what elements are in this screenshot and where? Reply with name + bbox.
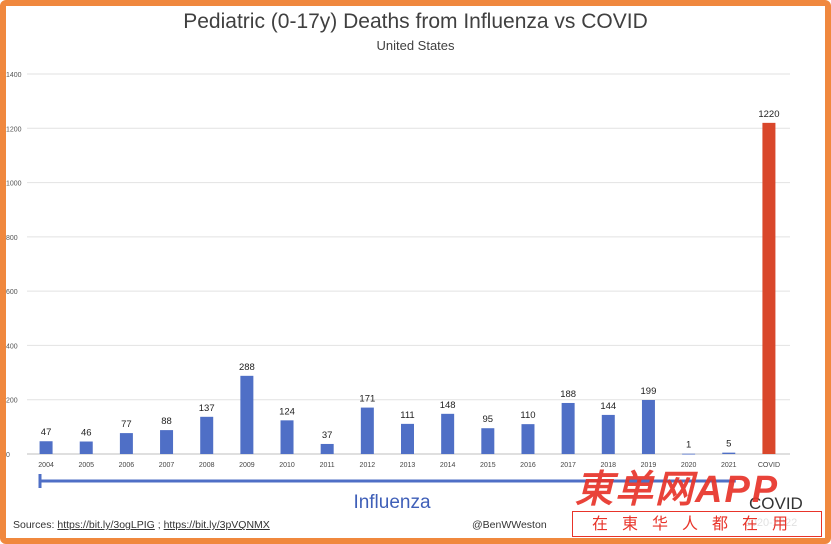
data-label: 144 — [600, 401, 616, 412]
x-tick-label: COVID — [758, 462, 780, 469]
bar — [762, 122, 776, 454]
data-label: 188 — [560, 389, 576, 400]
bar — [441, 413, 455, 454]
data-label: 171 — [359, 394, 375, 405]
data-label: 111 — [400, 410, 414, 421]
bar — [521, 424, 535, 454]
x-tick-label: 2014 — [440, 462, 456, 469]
x-tick-label: 2017 — [560, 462, 576, 469]
sources-separator: ; — [157, 519, 161, 531]
x-tick-label: 2007 — [159, 462, 175, 469]
chart-title: Pediatric (0-17y) Deaths from Influenza … — [183, 10, 648, 33]
bar — [360, 407, 374, 454]
data-label: 77 — [121, 419, 132, 430]
data-label: 95 — [483, 414, 494, 425]
y-tick-label: 0 — [6, 452, 10, 459]
x-tick-label: 2020 — [681, 462, 697, 469]
bar — [401, 423, 414, 454]
x-tick-label: 2005 — [78, 462, 94, 469]
x-tick-label: 2009 — [239, 462, 255, 469]
x-tick-label: 2006 — [119, 462, 135, 469]
data-label: 1 — [686, 440, 691, 451]
x-tick-label: 2008 — [199, 462, 215, 469]
x-tick-label: 2016 — [520, 462, 536, 469]
data-label: 1220 — [758, 109, 779, 120]
bar — [200, 416, 214, 454]
bar — [561, 402, 575, 454]
y-tick-label: 200 — [6, 398, 18, 405]
data-label: 110 — [520, 410, 535, 421]
data-label: 148 — [440, 400, 456, 411]
y-tick-label: 800 — [6, 235, 18, 242]
bar — [641, 399, 655, 454]
sources-line: Sources: https://bit.ly/3ogLPIG ; https:… — [13, 519, 270, 531]
x-tick-label: 2021 — [721, 462, 737, 469]
x-tick-label: 2011 — [320, 462, 335, 469]
data-label: 124 — [279, 406, 295, 417]
bar — [320, 443, 334, 454]
data-label: 47 — [41, 427, 52, 438]
watermark-tagline: 在東华人都在用 — [572, 511, 822, 537]
x-tick-label: 2013 — [400, 462, 416, 469]
x-tick-label: 2019 — [641, 462, 657, 469]
sources-label: Sources: — [13, 519, 55, 531]
source-link-1[interactable]: https://bit.ly/3ogLPIG — [57, 519, 155, 531]
bar — [39, 441, 53, 454]
data-label: 46 — [81, 428, 92, 439]
x-tick-label: 2004 — [38, 462, 54, 469]
bar — [682, 453, 696, 455]
influenza-label: Influenza — [353, 492, 431, 513]
data-label: 5 — [726, 439, 731, 450]
data-label: 137 — [199, 403, 215, 414]
y-tick-label: 600 — [6, 289, 18, 296]
bar — [601, 414, 615, 454]
x-tick-label: 2012 — [360, 462, 376, 469]
x-tick-label: 2015 — [480, 462, 496, 469]
bar — [119, 433, 133, 454]
x-tick-label: 2010 — [279, 462, 295, 469]
y-tick-label: 1400 — [6, 72, 22, 79]
data-label: 288 — [239, 362, 255, 373]
source-link-2[interactable]: https://bit.ly/3pVQNMX — [163, 519, 270, 531]
watermark-logo: 東单网APP — [575, 469, 780, 511]
x-tick-label: 2018 — [601, 462, 617, 469]
data-label: 88 — [161, 416, 172, 427]
bar — [79, 441, 93, 454]
author-handle: @BenWWeston — [472, 519, 547, 531]
bar — [240, 375, 254, 454]
y-tick-label: 400 — [6, 343, 18, 350]
data-label: 37 — [322, 430, 333, 441]
bar — [481, 428, 495, 454]
bar — [280, 420, 294, 454]
y-tick-label: 1200 — [6, 126, 22, 133]
chart-subtitle: United States — [376, 38, 455, 53]
y-tick-label: 1000 — [6, 181, 22, 188]
bar — [160, 430, 174, 454]
data-label: 199 — [641, 386, 657, 397]
bar — [722, 452, 736, 454]
covid-annotation-label: COVID — [749, 494, 803, 513]
